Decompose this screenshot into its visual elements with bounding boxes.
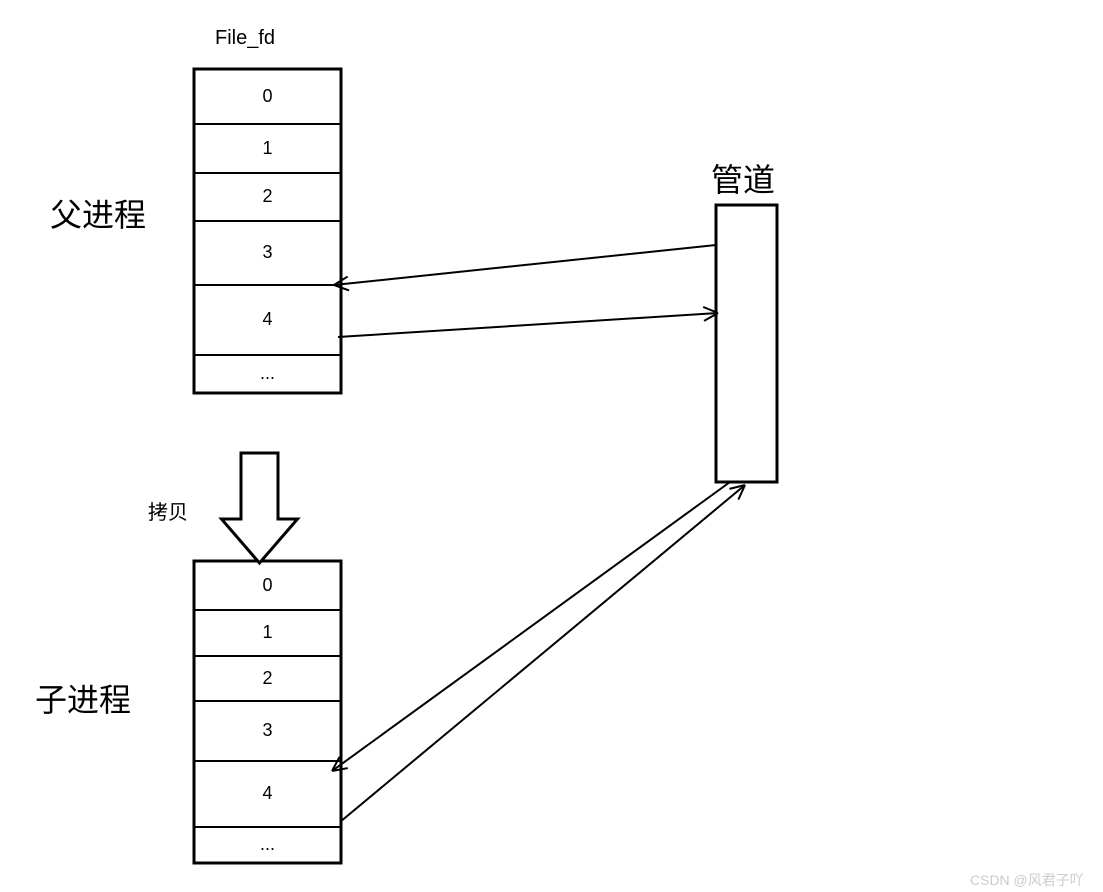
diagram-canvas <box>0 0 1103 892</box>
parent-fd-cell-3: 3 <box>194 242 341 263</box>
parent-fd-cell-1: 1 <box>194 138 341 159</box>
parent-fd-cell-4: 4 <box>194 309 341 330</box>
watermark-text: CSDN @风君子吖 <box>970 870 1084 890</box>
parent-fd-cell-2: 2 <box>194 186 341 207</box>
child-fd-cell-4: 4 <box>194 783 341 804</box>
child-fd-cell-0: 0 <box>194 575 341 596</box>
parent-fd-cell-0: 0 <box>194 86 341 107</box>
child-fd-cell-1: 1 <box>194 622 341 643</box>
parent-fd-cell-5: ... <box>194 363 341 384</box>
pipe-label: 管道 <box>711 155 775 201</box>
parent-process-label: 父进程 <box>50 190 146 236</box>
child-process-label: 子进程 <box>35 675 131 721</box>
header-label: File_fd <box>215 27 275 50</box>
child-fd-cell-5: ... <box>194 834 341 855</box>
child-fd-cell-2: 2 <box>194 668 341 689</box>
child-fd-cell-3: 3 <box>194 720 341 741</box>
copy-label: 拷贝 <box>148 496 188 525</box>
